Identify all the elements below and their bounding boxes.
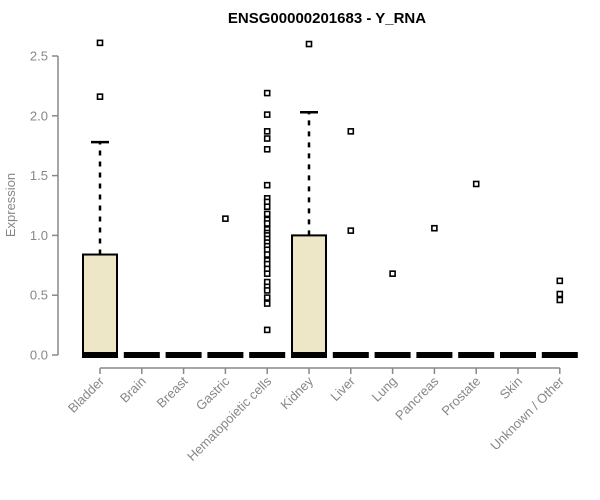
median-line [165,352,202,358]
outlier-point [556,290,564,298]
y-tick-label: 1.0 [30,228,48,243]
outlier-point [263,210,271,218]
plot-title: ENSG00000201683 - Y_RNA [228,10,426,27]
median-line [249,352,286,358]
x-tick-label: Pancreas [392,373,442,423]
x-tick-label: Gastric [193,373,233,413]
x-tick-label: Brain [117,374,149,406]
median-line [123,352,160,358]
outlier-point [347,227,355,234]
y-tick-label: 2.5 [30,49,48,64]
x-tick-label: Liver [327,373,358,404]
median-line [500,352,536,358]
outlier-point [263,128,271,135]
x-tick-label: Skin [497,374,525,402]
y-tick-label: 0.0 [30,348,48,363]
x-tick-label: Lung [369,374,400,405]
outlier-point [263,251,271,258]
y-tick-label: 0.5 [30,288,48,303]
outlier-point [263,135,271,142]
outlier-point [96,93,104,100]
x-tick-label: Bladder [65,373,108,416]
median-line [458,352,495,358]
outlier-point [556,277,564,285]
outlier-point [389,270,396,277]
outlier-point [263,294,271,301]
x-tick-label: Kidney [277,373,316,412]
median-line [416,352,453,358]
outlier-point [263,287,271,294]
outlier-point [431,224,438,232]
outlier-point [556,296,564,304]
median-line [541,352,578,358]
median-line [374,352,411,358]
median-line [291,352,327,358]
y-axis-label: Expression [3,173,18,237]
median-line [82,352,118,358]
outlier-point [263,220,271,227]
x-tick-label: Unknown / Other [487,373,567,453]
outlier-point [263,203,271,210]
median-line [207,352,244,358]
outlier-point [222,215,229,222]
outlier-point [263,326,271,334]
y-tick-label: 1.5 [30,168,48,183]
box [291,234,327,354]
outlier-point [96,39,104,47]
box [82,253,118,354]
outlier-point [347,128,355,135]
outlier-point [263,300,271,307]
outlier-point [263,181,271,189]
plot-layer: 0.0 0.5 1.0 1.5 2.0 2.5 Bladder Brain Breast Gast… [30,39,578,464]
x-tick-label: Prostate [438,374,483,419]
outlier-point [263,270,271,277]
outlier-point [305,40,313,48]
x-tick-label: Breast [154,373,191,410]
outlier-point [263,145,271,153]
outlier-point [263,89,271,97]
outlier-point [263,111,271,118]
median-line [332,352,369,358]
outlier-point [472,180,480,188]
y-tick-label: 2.0 [30,108,48,123]
